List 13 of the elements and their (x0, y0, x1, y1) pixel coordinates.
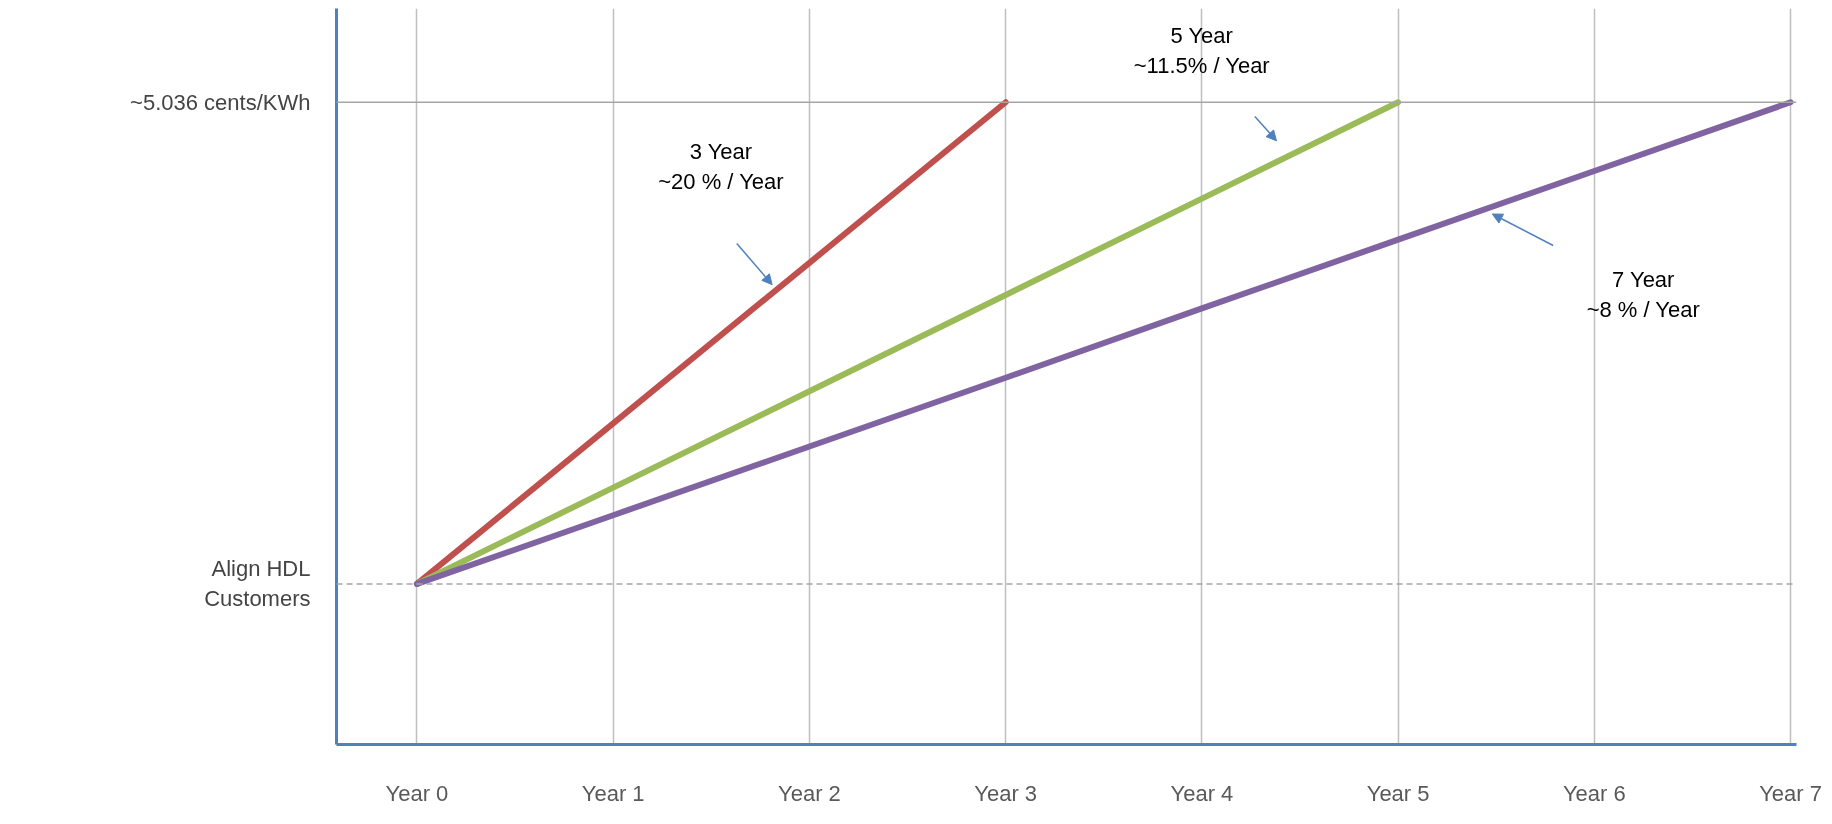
x-tick-label: Year 7 (1759, 780, 1823, 806)
x-tick-label: Year 1 (581, 780, 645, 806)
x-tick-label: Year 5 (1366, 780, 1430, 806)
x-tick-label: Year 3 (974, 780, 1038, 806)
ref-line-label: ~5.036 cents/KWh (130, 89, 311, 115)
annotation: 7 Year ~8 % / Year (1586, 267, 1700, 323)
annotation: 3 Year ~20 % / Year (658, 138, 784, 194)
text: 5 Year ~11.5% / Year (1133, 23, 1270, 79)
x-tick-label: Year 4 (1170, 780, 1234, 806)
ref-line-label: Align HDL Customers (204, 556, 311, 612)
x-tick-label: Year 0 (385, 780, 449, 806)
x-tick-label: Year 6 (1562, 780, 1626, 806)
x-tick-label: Year 2 (778, 780, 841, 806)
